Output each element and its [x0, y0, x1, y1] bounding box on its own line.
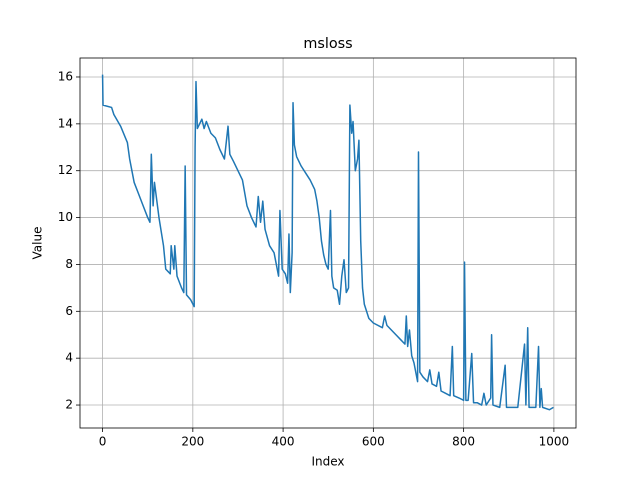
- x-tick-label: 800: [452, 435, 475, 449]
- y-tick-label: 6: [65, 304, 73, 318]
- y-tick-label: 16: [58, 69, 73, 83]
- y-tick-label: 12: [58, 163, 73, 177]
- x-tick-label: 200: [181, 435, 204, 449]
- plot-frame: [79, 57, 577, 429]
- y-tick-label: 10: [58, 210, 73, 224]
- y-tick-label: 14: [58, 116, 73, 130]
- y-axis-label: Value: [31, 227, 45, 260]
- x-tick-label: 1000: [539, 435, 570, 449]
- y-tick-label: 2: [65, 398, 73, 412]
- x-tick-label: 400: [272, 435, 295, 449]
- y-tick-label: 4: [65, 351, 73, 365]
- y-tick-label: 8: [65, 257, 73, 271]
- chart-title: msloss: [303, 36, 352, 52]
- x-axis-label: Index: [311, 455, 344, 469]
- x-tick-label: 0: [99, 435, 107, 449]
- x-tick-label: 600: [362, 435, 385, 449]
- line: [101, 74, 554, 411]
